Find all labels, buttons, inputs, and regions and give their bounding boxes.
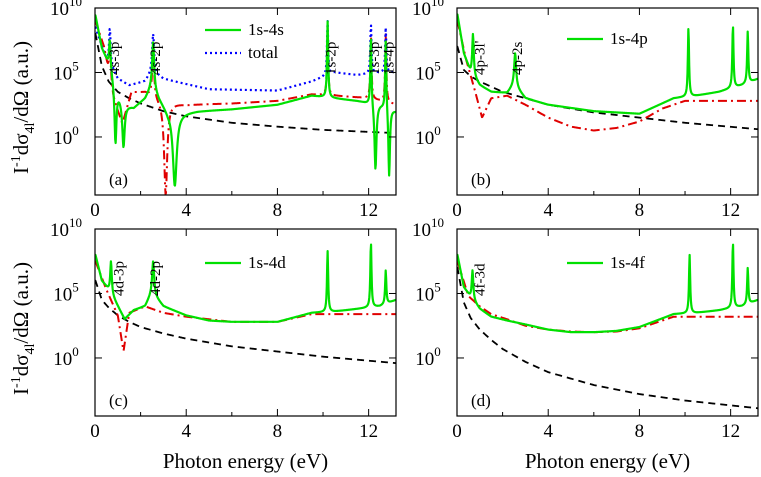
- y-tick-label: 100: [53, 123, 79, 149]
- x-tick-label: 0: [452, 421, 462, 442]
- series-1s-4s-line: [95, 14, 396, 187]
- transition-annotation: 1s-2p: [324, 42, 340, 75]
- transition-annotation: 1s-4p: [382, 42, 398, 75]
- series-partial-line: [457, 260, 758, 334]
- x-tick-label: 12: [721, 200, 740, 221]
- plot-frame: [94, 7, 397, 196]
- x-tick-label: 0: [90, 421, 100, 442]
- series-partial-line: [457, 19, 758, 132]
- y-tick-label: 100: [415, 123, 441, 149]
- series-1s-4p-line: [457, 13, 758, 115]
- x-axis-label: Photon energy (eV): [163, 449, 328, 473]
- series-reference-line: [95, 279, 396, 365]
- x-tick-label: 12: [359, 421, 378, 442]
- panel-label: (c): [109, 391, 128, 410]
- y-tick-label: 1010: [50, 0, 82, 20]
- transition-annotation: 4p-2s: [510, 42, 526, 75]
- transition-annotation: 1s-3p: [367, 42, 383, 75]
- y-axis-label: I-1dσ4l/dΩ (a.u.): [9, 262, 38, 395]
- x-tick-label: 4: [181, 200, 191, 221]
- legend: 1s-4f: [567, 253, 645, 272]
- y-tick-label: 105: [53, 279, 79, 305]
- transition-annotation: 4s-2p: [148, 42, 164, 75]
- x-tick-label: 4: [543, 421, 553, 442]
- panel-d: 0 4 8 12 100 105 1010 4f-3d 1s-4f (d) Photon energ…: [412, 215, 759, 473]
- series-partial-line: [95, 260, 396, 352]
- x-tick-label: 8: [635, 421, 645, 442]
- transition-annotation: 4s-3p: [107, 42, 123, 75]
- plot-frame: [94, 228, 397, 417]
- y-tick-label: 1010: [50, 215, 82, 241]
- legend-label: total: [248, 43, 278, 62]
- y-tick-label: 100: [415, 344, 441, 370]
- panel-a: 0 4 8 12 100 105 1010 4s-3p 4s-2p 1s-2p 1s-3p1s-4p…: [9, 0, 398, 221]
- x-axis-label: Photon energy (eV): [525, 449, 690, 473]
- transition-annotation: 4d-2p: [148, 261, 164, 296]
- y-tick-label: 105: [53, 58, 79, 84]
- series-reference-line: [457, 45, 758, 131]
- series-1s-4d-line: [95, 243, 396, 323]
- panel-label: (d): [471, 391, 491, 410]
- series-reference-line: [95, 32, 396, 134]
- x-tick-label: 0: [90, 200, 100, 221]
- legend: 1s-4d: [205, 253, 286, 272]
- plot-frame: [456, 7, 759, 196]
- transition-annotation: 4p-3l': [472, 40, 488, 75]
- panel-c: 0 4 8 12 100 105 1010 4d-3p 4d-2p 1s-4d (c) Photon …: [9, 215, 397, 473]
- series-total-line: [95, 19, 396, 92]
- transition-annotation: 4d-3p: [112, 261, 128, 296]
- panel-b: 0 4 8 12 100 105 1010 4p-3l' 4p-2s 1s-4p (b): [412, 0, 759, 221]
- legend-label: 1s-4f: [610, 253, 645, 272]
- legend: 1s-4s total: [205, 20, 284, 62]
- y-tick-label: 100: [53, 344, 79, 370]
- y-tick-label: 105: [415, 58, 441, 84]
- y-tick-label: 105: [415, 279, 441, 305]
- series-1s-4f-line: [457, 243, 758, 334]
- panel-label: (a): [109, 170, 128, 189]
- x-tick-label: 8: [273, 200, 283, 221]
- x-tick-label: 8: [635, 200, 645, 221]
- x-tick-label: 0: [452, 200, 462, 221]
- series-partial-line: [95, 20, 396, 195]
- x-tick-label: 12: [359, 200, 378, 221]
- y-axis-label: I-1dσ4l/dΩ (a.u.): [9, 41, 38, 174]
- y-tick-label: 1010: [412, 215, 444, 241]
- panel-label: (b): [471, 170, 491, 189]
- transition-annotation: 4f-3d: [472, 263, 488, 296]
- legend-label: 1s-4p: [610, 29, 648, 48]
- legend: 1s-4p: [567, 29, 648, 48]
- x-tick-label: 8: [273, 421, 283, 442]
- x-tick-label: 4: [181, 421, 191, 442]
- x-tick-label: 12: [721, 421, 740, 442]
- legend-label: 1s-4s: [248, 20, 284, 39]
- series-reference-line: [457, 266, 758, 410]
- y-tick-label: 1010: [412, 0, 444, 20]
- plot-frame: [456, 228, 759, 417]
- legend-label: 1s-4d: [248, 253, 286, 272]
- x-tick-label: 4: [543, 200, 553, 221]
